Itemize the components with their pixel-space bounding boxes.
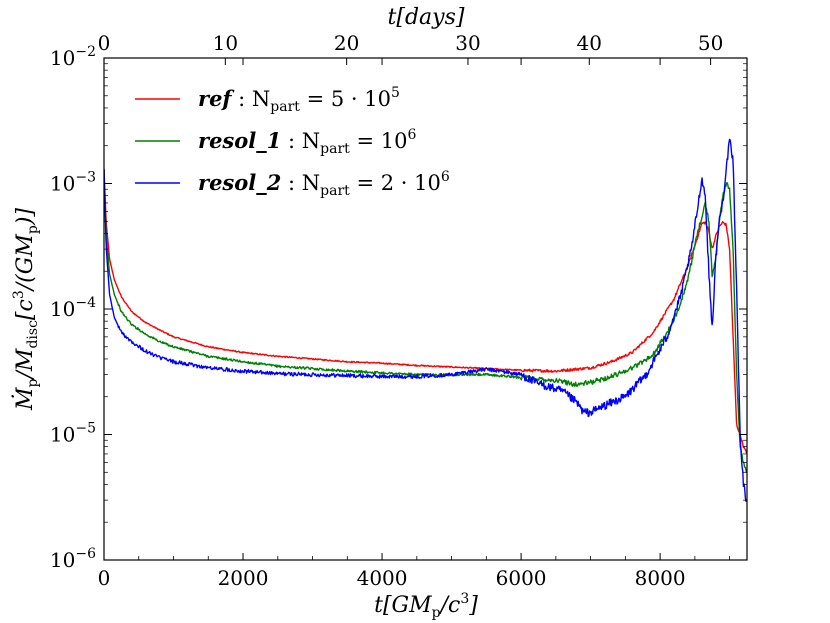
- legend-entry-resol-2: resol_2 : Npart = 2 · 106: [135, 169, 450, 199]
- x-tick-label-0: 0: [98, 566, 111, 590]
- legend-entry-ref: ref : Npart = 5 · 105: [135, 85, 400, 115]
- legend-label-resol-2: resol_2 : Npart = 2 · 106: [198, 169, 450, 199]
- ticks-layer: 0 2000 4000 6000 8000 0 10 20 30 40 50 10−6 10−5 10−4…: [50, 31, 747, 590]
- x-tick-label-4000: 4000: [357, 566, 408, 590]
- legend: ref : Npart = 5 · 105 resol_1 : Npart = …: [135, 85, 450, 199]
- legend-label-ref: ref : Npart = 5 · 105: [198, 85, 400, 115]
- series-line-resol-1: [104, 168, 747, 473]
- top-tick-label-40: 40: [577, 31, 602, 55]
- series-line-ref: [104, 169, 747, 454]
- y-tick-label: 10−2: [50, 44, 96, 70]
- series-layer: [104, 138, 747, 502]
- top-tick-label-20: 20: [334, 31, 359, 55]
- y-tick-label: 10−3: [50, 170, 96, 196]
- x-tick-label-6000: 6000: [496, 566, 547, 590]
- top-tick-label-0: 0: [98, 31, 111, 55]
- x-tick-label-2000: 2000: [218, 566, 269, 590]
- y-tick-label: 10−4: [50, 295, 96, 321]
- top-tick-label-50: 50: [698, 31, 723, 55]
- top-tick-label-10: 10: [213, 31, 238, 55]
- top-tick-label-30: 30: [455, 31, 480, 55]
- y-axis-title: Ṁp/Mdisc[c3/(GMp)]: [11, 208, 41, 411]
- x-axis-title: t[GMp/c3]: [374, 591, 478, 621]
- legend-entry-resol-1: resol_1 : Npart = 106: [135, 127, 416, 157]
- top-x-axis-title: t[days]: [388, 5, 465, 30]
- y-tick-label: 10−5: [50, 421, 96, 447]
- y-tick-label: 10−6: [50, 546, 96, 572]
- series-line-resol-2: [104, 138, 747, 502]
- legend-label-resol-1: resol_1 : Npart = 106: [198, 127, 416, 157]
- x-tick-label-8000: 8000: [635, 566, 686, 590]
